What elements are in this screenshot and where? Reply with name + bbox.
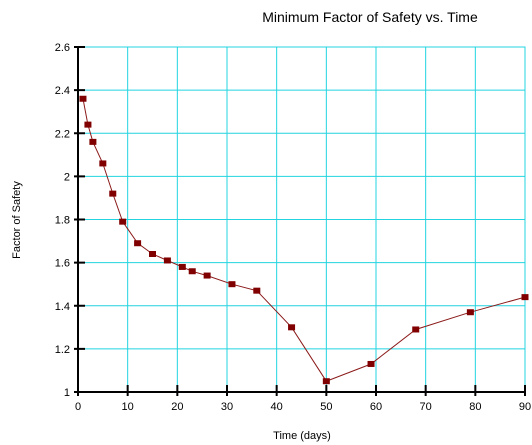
y-tick-label: 1.6 [55, 258, 70, 270]
y-tick-label: 2.6 [55, 42, 70, 54]
y-tick-label: 1.4 [55, 301, 70, 313]
data-point [109, 190, 117, 197]
x-tick-label: 90 [519, 401, 531, 413]
data-point [322, 378, 330, 385]
series-polyline [82, 98, 526, 382]
x-axis-title: Time (days) [273, 430, 331, 442]
data-point [134, 240, 142, 247]
data-point [203, 272, 211, 279]
x-tick-label: 20 [171, 401, 183, 413]
data-point [521, 294, 529, 301]
x-tick-label: 50 [320, 401, 332, 413]
data-point [163, 257, 171, 264]
y-tick-label: 2.4 [55, 85, 70, 97]
y-tick-label: 1.2 [55, 344, 70, 356]
data-point [188, 268, 196, 275]
data-point [84, 121, 92, 128]
y-axis-title: Factor of Safety [11, 181, 23, 259]
x-tick-label: 60 [370, 401, 382, 413]
data-point [412, 326, 420, 333]
y-tick-label: 2.2 [55, 128, 70, 140]
chart-title: Minimum Factor of Safety vs. Time [262, 9, 478, 25]
data-point [466, 309, 474, 316]
x-tick-label: 30 [221, 401, 233, 413]
data-point [99, 160, 107, 167]
data-point [288, 324, 296, 331]
y-tick-label: 1 [64, 387, 70, 399]
data-point [253, 287, 261, 294]
data-point [119, 218, 127, 225]
x-tick-label: 80 [469, 401, 481, 413]
x-tick-label: 40 [271, 401, 283, 413]
x-tick-label: 10 [122, 401, 134, 413]
data-point [367, 360, 375, 367]
data-point [228, 281, 236, 288]
y-tick-label: 2 [64, 171, 70, 183]
data-markers [79, 95, 529, 385]
x-tick-label: 0 [75, 401, 81, 413]
x-tick-label: 70 [420, 401, 432, 413]
data-point [79, 95, 87, 102]
data-point [89, 138, 97, 145]
series-line [82, 98, 526, 382]
data-point [149, 251, 156, 257]
y-axis-ticks: 1 1.2 1.4 1.6 1.8 2 2.2 2.4 2.6 [55, 42, 85, 399]
data-point [178, 263, 186, 270]
y-tick-label: 1.8 [55, 215, 70, 227]
grid-lines [77, 46, 526, 393]
x-axis-ticks: 0 10 20 30 40 50 60 70 80 90 [75, 385, 531, 413]
